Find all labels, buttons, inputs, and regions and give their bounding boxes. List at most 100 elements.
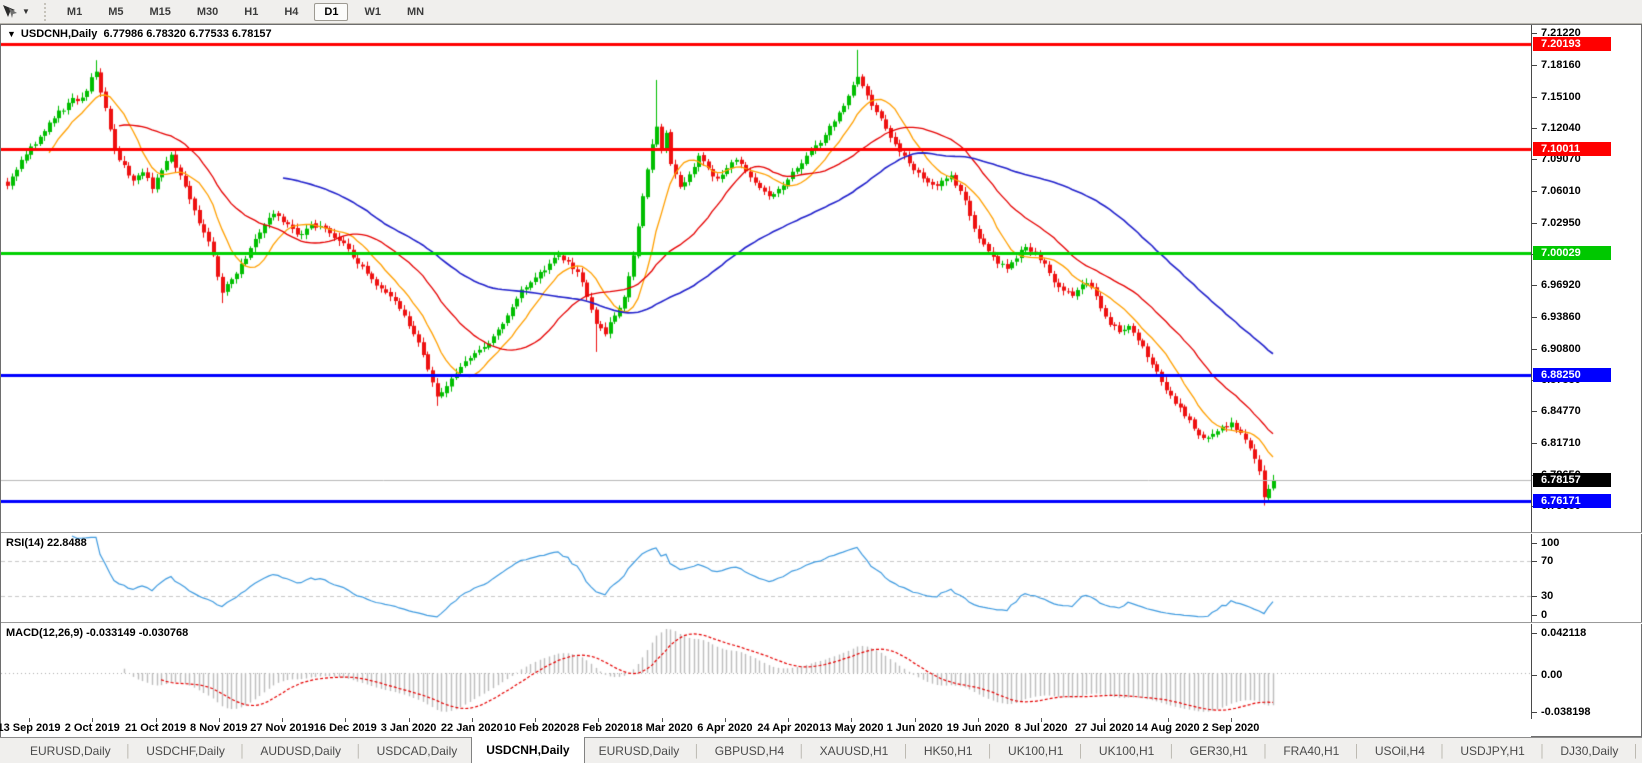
timeframe-button-m30[interactable]: M30 <box>196 5 219 18</box>
chart-tab-xauusd-h1[interactable]: XAUUSD,H1 <box>819 743 889 758</box>
date-label: 28 Feb 2020 <box>567 722 630 734</box>
date-tick <box>408 718 410 722</box>
tab-separator: │ <box>1538 743 1547 758</box>
chart-tab-audusd-daily[interactable]: AUDUSD,Daily <box>260 743 342 758</box>
chart-tab-fra40-h1[interactable]: FRA40,H1 <box>1283 743 1340 758</box>
chart-tab-dj30-daily[interactable]: DJ30,Daily <box>1560 743 1619 758</box>
tab-separator: │ <box>798 743 806 758</box>
timeframe-button-mn[interactable]: MN <box>406 5 425 18</box>
chart-window: ▼ USDCNH,Daily 6.77986 6.78320 6.77533 6.… <box>0 24 1642 737</box>
date-label: 2 Sep 2020 <box>1202 722 1260 734</box>
price-badge: 6.88250 <box>1533 368 1611 383</box>
date-label: 2 Oct 2019 <box>64 722 120 734</box>
cursor-tool-icon[interactable] <box>2 3 20 21</box>
date-label: 27 Jul 2020 <box>1075 722 1134 734</box>
chart-tab-eurusd-daily[interactable]: EURUSD,Daily <box>30 743 111 758</box>
price-badge: 6.78157 <box>1533 473 1611 487</box>
toolbar-separator <box>43 2 49 21</box>
rsi-axis-label: 100 <box>1532 537 1559 549</box>
timeframe-button-h1[interactable]: H1 <box>244 5 259 18</box>
date-label: 18 Mar 2020 <box>630 722 693 734</box>
timeframe-button-m15[interactable]: M15 <box>149 5 171 18</box>
date-tick <box>977 718 979 722</box>
rsi-axis-label: 0 <box>1532 609 1547 621</box>
macd-indicator-label: MACD(12,26,9) -0.033149 -0.030768 <box>6 627 189 639</box>
toolbar: ▼ M1 M5 M15 M30 H1 H4 D1 W1 MN <box>0 0 1642 24</box>
chart-tab-eurusd-daily[interactable]: EURUSD,Daily <box>598 743 680 758</box>
chart-tab-usdjpy-h1[interactable]: USDJPY,H1 <box>1460 743 1525 758</box>
rsi-axis-label: 70 <box>1532 555 1553 567</box>
date-tick <box>471 718 473 722</box>
date-label: 8 Jul 2020 <box>1014 722 1068 734</box>
timeframe-button-d1[interactable]: D1 <box>314 2 349 21</box>
panel-separator[interactable] <box>1 622 1642 624</box>
tab-separator: │ <box>986 743 995 758</box>
timeframe-button-m5[interactable]: M5 <box>108 5 124 18</box>
date-tick <box>535 718 537 722</box>
date-tick <box>661 718 663 722</box>
date-tick <box>1041 718 1043 722</box>
tab-separator: │ <box>1261 743 1270 758</box>
time-axis: 13 Sep 2019 2 Oct 2019 21 Oct 2019 8 Nov 20… <box>0 718 1531 737</box>
date-tick <box>788 718 790 722</box>
panel-separator[interactable] <box>1 532 1642 534</box>
date-label: 1 Jun 2020 <box>886 722 943 734</box>
date-tick <box>92 718 94 722</box>
macd-axis-label: 0.042118 <box>1532 627 1586 639</box>
price-chart-canvas[interactable] <box>1 25 1531 719</box>
chart-tab-hk50-h1[interactable]: HK50,H1 <box>923 743 973 758</box>
chart-tab-usdcnh-daily[interactable]: USDCNH,Daily <box>471 737 585 763</box>
date-label: 8 Nov 2019 <box>190 722 248 734</box>
price-badge: 7.00029 <box>1533 245 1611 260</box>
chart-tab-ger30-h1[interactable]: GER30,H1 <box>1189 743 1248 758</box>
tab-separator: │ <box>1632 743 1640 758</box>
date-tick <box>1167 718 1169 722</box>
date-tick <box>1230 718 1232 722</box>
date-tick <box>851 718 853 722</box>
chart-symbol-label: USDCNH,Daily <box>20 28 98 40</box>
tab-separator: │ <box>693 743 701 758</box>
timeframe-bar: M1 M5 M15 M30 H1 H4 D1 W1 MN <box>57 2 434 21</box>
date-label: 3 Jan 2020 <box>380 722 437 734</box>
chart-tab-usdcad-daily[interactable]: USDCAD,Daily <box>376 743 458 758</box>
chart-tab-uk100-h1[interactable]: UK100,H1 <box>1008 743 1064 758</box>
date-tick <box>598 718 600 722</box>
tab-separator: │ <box>1168 743 1176 758</box>
date-label: 21 Oct 2019 <box>124 722 187 734</box>
chart-tab-bar: EURUSD,Daily │ USDCHF,Daily │ AUDUSD,Daily │ U… <box>0 737 1642 763</box>
chart-tab-usdchf-daily[interactable]: USDCHF,Daily <box>146 743 225 758</box>
timeframe-button-m1[interactable]: M1 <box>66 5 83 18</box>
date-label: 27 Nov 2019 <box>250 722 314 734</box>
rsi-axis-label: 30 <box>1532 590 1553 602</box>
date-label: 19 Jun 2020 <box>946 722 1010 734</box>
date-tick <box>1104 718 1106 722</box>
chart-tab-gbpusd-h4[interactable]: GBPUSD,H4 <box>714 743 785 758</box>
rsi-indicator-label: RSI(14) 22.8488 <box>6 537 87 549</box>
date-tick <box>345 718 347 722</box>
tab-separator: │ <box>124 743 133 758</box>
date-label: 24 Apr 2020 <box>757 722 819 734</box>
timeframe-button-h4[interactable]: H4 <box>284 5 299 18</box>
tab-separator: │ <box>1077 743 1085 758</box>
date-label: 14 Aug 2020 <box>1135 722 1200 734</box>
date-label: 13 May 2020 <box>819 722 884 734</box>
collapse-triangle-icon[interactable]: ▼ <box>7 29 16 39</box>
chart-title: ▼ USDCNH,Daily 6.77986 6.78320 6.77533 6.… <box>7 28 272 40</box>
timeframe-button-w1[interactable]: W1 <box>364 5 381 18</box>
date-tick <box>282 718 284 722</box>
chart-tab-uk100-h1[interactable]: UK100,H1 <box>1098 743 1155 758</box>
date-label: 6 Apr 2020 <box>697 722 753 734</box>
date-tick <box>218 718 220 722</box>
tab-separator: │ <box>238 743 247 758</box>
tab-separator: │ <box>902 743 910 758</box>
chevron-down-icon[interactable]: ▼ <box>22 7 30 16</box>
date-tick <box>914 718 916 722</box>
tab-separator: │ <box>1438 743 1447 758</box>
chart-tab-usoil-h4[interactable]: USOil,H4 <box>1374 743 1425 758</box>
date-tick <box>155 718 157 722</box>
price-badge: 7.10011 <box>1533 142 1611 157</box>
macd-axis-label: 0.00 <box>1532 669 1562 681</box>
tab-separator: │ <box>355 743 363 758</box>
macd-axis-label: -0.038198 <box>1532 706 1591 718</box>
chart-ohlc-values: 6.77986 6.78320 6.77533 6.78157 <box>103 28 272 40</box>
